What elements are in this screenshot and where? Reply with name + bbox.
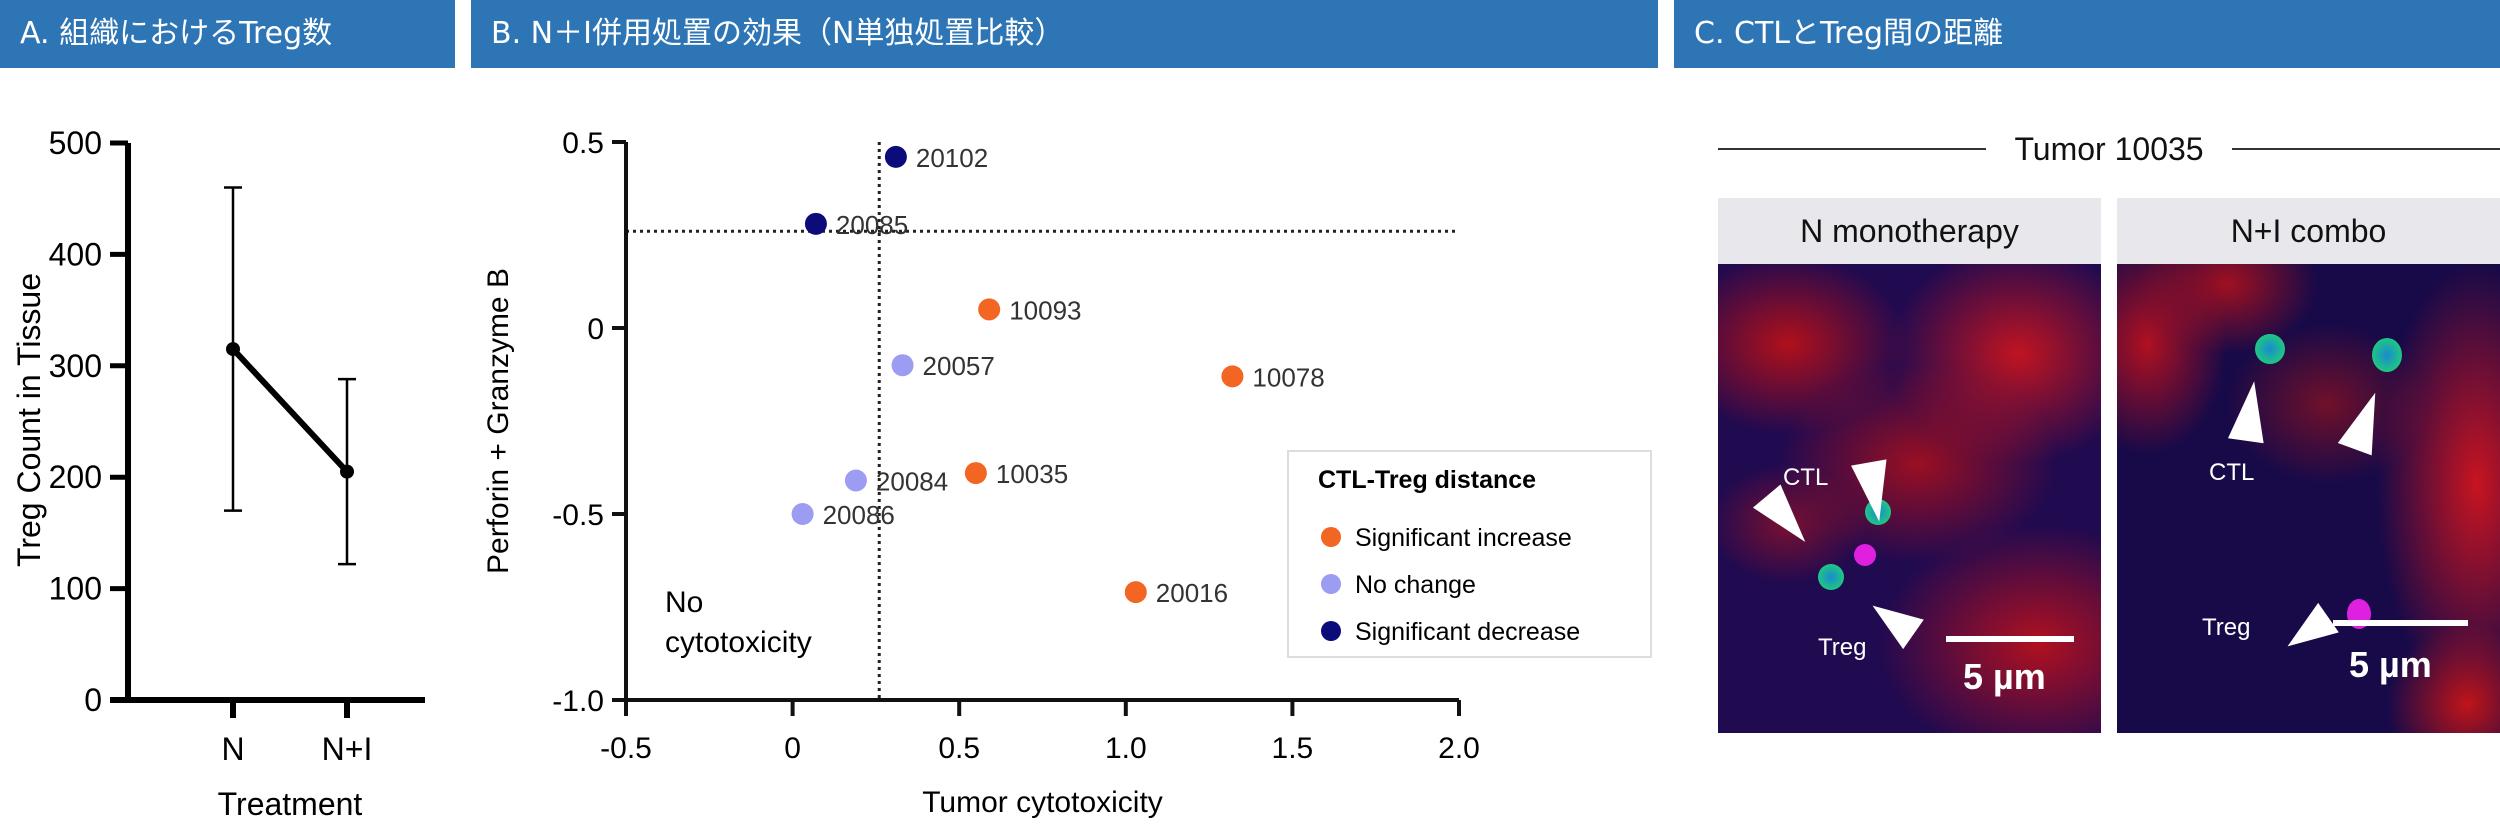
legend-label: Significant decrease xyxy=(1355,618,1580,646)
panel-a-chart: 0 100 200 300 400 500 N N+I Treatment Treg Count … xyxy=(11,125,425,822)
tumor-title-text: Tumor 10035 xyxy=(2014,130,2204,167)
arrowhead-icon xyxy=(2228,378,2272,444)
point-label: 20085 xyxy=(836,210,908,240)
charts-svg: 0 100 200 300 400 500 N N+I Treatment Treg Count … xyxy=(11,125,1652,822)
series-line xyxy=(230,347,350,474)
arrowhead-icon xyxy=(1862,590,1924,650)
panel-a-header: A. 組織におけるTreg数 xyxy=(0,0,455,68)
pane-label: N monotherapy xyxy=(1718,198,2101,264)
scale-bar xyxy=(1946,636,2074,642)
tumor-title: Tumor 10035 xyxy=(1718,125,2500,173)
x-tick-label: 1.5 xyxy=(1272,732,1314,765)
x-axis-label: Tumor cytotoxicity xyxy=(922,786,1163,819)
pane-n-monotherapy: N monotherapy CTL Treg 5 µm xyxy=(1718,198,2101,733)
treg-cell xyxy=(1854,544,1876,566)
arrowhead-icon xyxy=(2337,386,2393,456)
ctl-label: CTL xyxy=(1783,464,1829,491)
legend-label: No change xyxy=(1355,571,1476,599)
microscopy-image: CTL Treg 5 µm xyxy=(1718,264,2101,733)
ctl-cell xyxy=(1818,564,1844,590)
arrowhead-icon xyxy=(2277,602,2339,662)
y-tick-label: 0 xyxy=(84,682,102,718)
legend: CTL-Treg distance Significant increase No … xyxy=(1287,450,1652,658)
point-label: 10093 xyxy=(1009,295,1081,325)
data-point xyxy=(226,342,240,357)
y-tick-label: 300 xyxy=(49,348,102,384)
legend-label: Significant increase xyxy=(1355,524,1572,552)
x-tick-label: N xyxy=(221,731,244,767)
arrowhead-icon xyxy=(1752,484,1820,554)
legend-title: CTL-Treg distance xyxy=(1318,466,1536,494)
scatter-point xyxy=(891,354,914,377)
point-label: 20102 xyxy=(916,143,988,173)
scatter-point xyxy=(964,462,987,485)
x-tick-label: 1.0 xyxy=(1105,732,1147,765)
title-rule-left xyxy=(1718,148,1987,150)
scatter-point xyxy=(884,145,907,168)
treg-label: Treg xyxy=(1818,634,1867,661)
x-tick-label: 2.0 xyxy=(1438,732,1480,765)
legend-marker xyxy=(1321,621,1341,641)
scatter-point xyxy=(791,503,814,525)
scatter-point xyxy=(1124,581,1147,604)
ctl-cell xyxy=(2255,334,2285,364)
point-label: 20057 xyxy=(923,351,995,381)
data-point xyxy=(340,464,354,479)
y-axis-label: Treg Count in Tissue xyxy=(11,273,47,567)
legend-marker xyxy=(1321,574,1341,594)
y-tick-label: 0.5 xyxy=(562,127,604,160)
y-tick-label: -0.5 xyxy=(552,499,604,532)
x-tick-label: 0.5 xyxy=(938,732,980,765)
ctl-cell xyxy=(1865,499,1891,525)
scale-label: 5 µm xyxy=(2349,644,2432,685)
scatter-point xyxy=(1221,365,1244,388)
panel-b-chart: -1.0 -0.5 0 0.5 -0.5 0 0.5 1.0 1.5 2.0 Tumor cytot… xyxy=(482,127,1652,819)
legend-marker xyxy=(1321,527,1341,547)
point-label: 10035 xyxy=(996,459,1068,489)
microscopy-image: CTL Treg 5 µm xyxy=(2117,264,2500,733)
scale-label: 5 µm xyxy=(1963,656,2046,697)
point-label: 20086 xyxy=(823,500,895,530)
x-tick-label: -0.5 xyxy=(600,732,652,765)
panel-c-header: C. CTLとTreg間の距離 xyxy=(1674,0,2500,68)
y-tick-label: 0 xyxy=(587,313,604,346)
y-tick-label: 100 xyxy=(49,571,102,607)
y-tick-label: 400 xyxy=(49,236,102,272)
point-label: 20016 xyxy=(1156,578,1228,608)
panel-b-header: B. N＋I併用処置の効果（N単独処置比較） xyxy=(471,0,1658,68)
y-tick-label: 500 xyxy=(49,125,102,161)
y-axis-label: Perforin + Granzyme B xyxy=(482,268,515,574)
x-axis-label: Treatment xyxy=(218,786,363,822)
x-tick-label: N+I xyxy=(322,731,373,767)
pane-n-i-combo: N+I combo CTL Treg 5 µm xyxy=(2117,198,2500,733)
scatter-point xyxy=(804,212,827,235)
scatter-point xyxy=(978,298,1001,321)
x-tick-label: 0 xyxy=(784,732,801,765)
y-tick-label: 200 xyxy=(49,459,102,495)
ctl-cell xyxy=(2372,338,2402,372)
scale-bar xyxy=(2333,620,2468,626)
scatter-point xyxy=(844,469,867,492)
point-label: 10078 xyxy=(1252,362,1324,392)
y-tick-label: -1.0 xyxy=(552,685,604,718)
legend-box xyxy=(1287,450,1652,658)
pane-label: N+I combo xyxy=(2117,198,2500,264)
annotation-line: No xyxy=(665,586,703,619)
arrowhead-icon xyxy=(1851,459,1897,525)
point-label: 20084 xyxy=(876,467,948,497)
title-rule-right xyxy=(2231,148,2500,150)
ctl-label: CTL xyxy=(2209,459,2255,486)
annotation-line: cytotoxicity xyxy=(665,626,812,659)
treg-label: Treg xyxy=(2202,614,2251,641)
